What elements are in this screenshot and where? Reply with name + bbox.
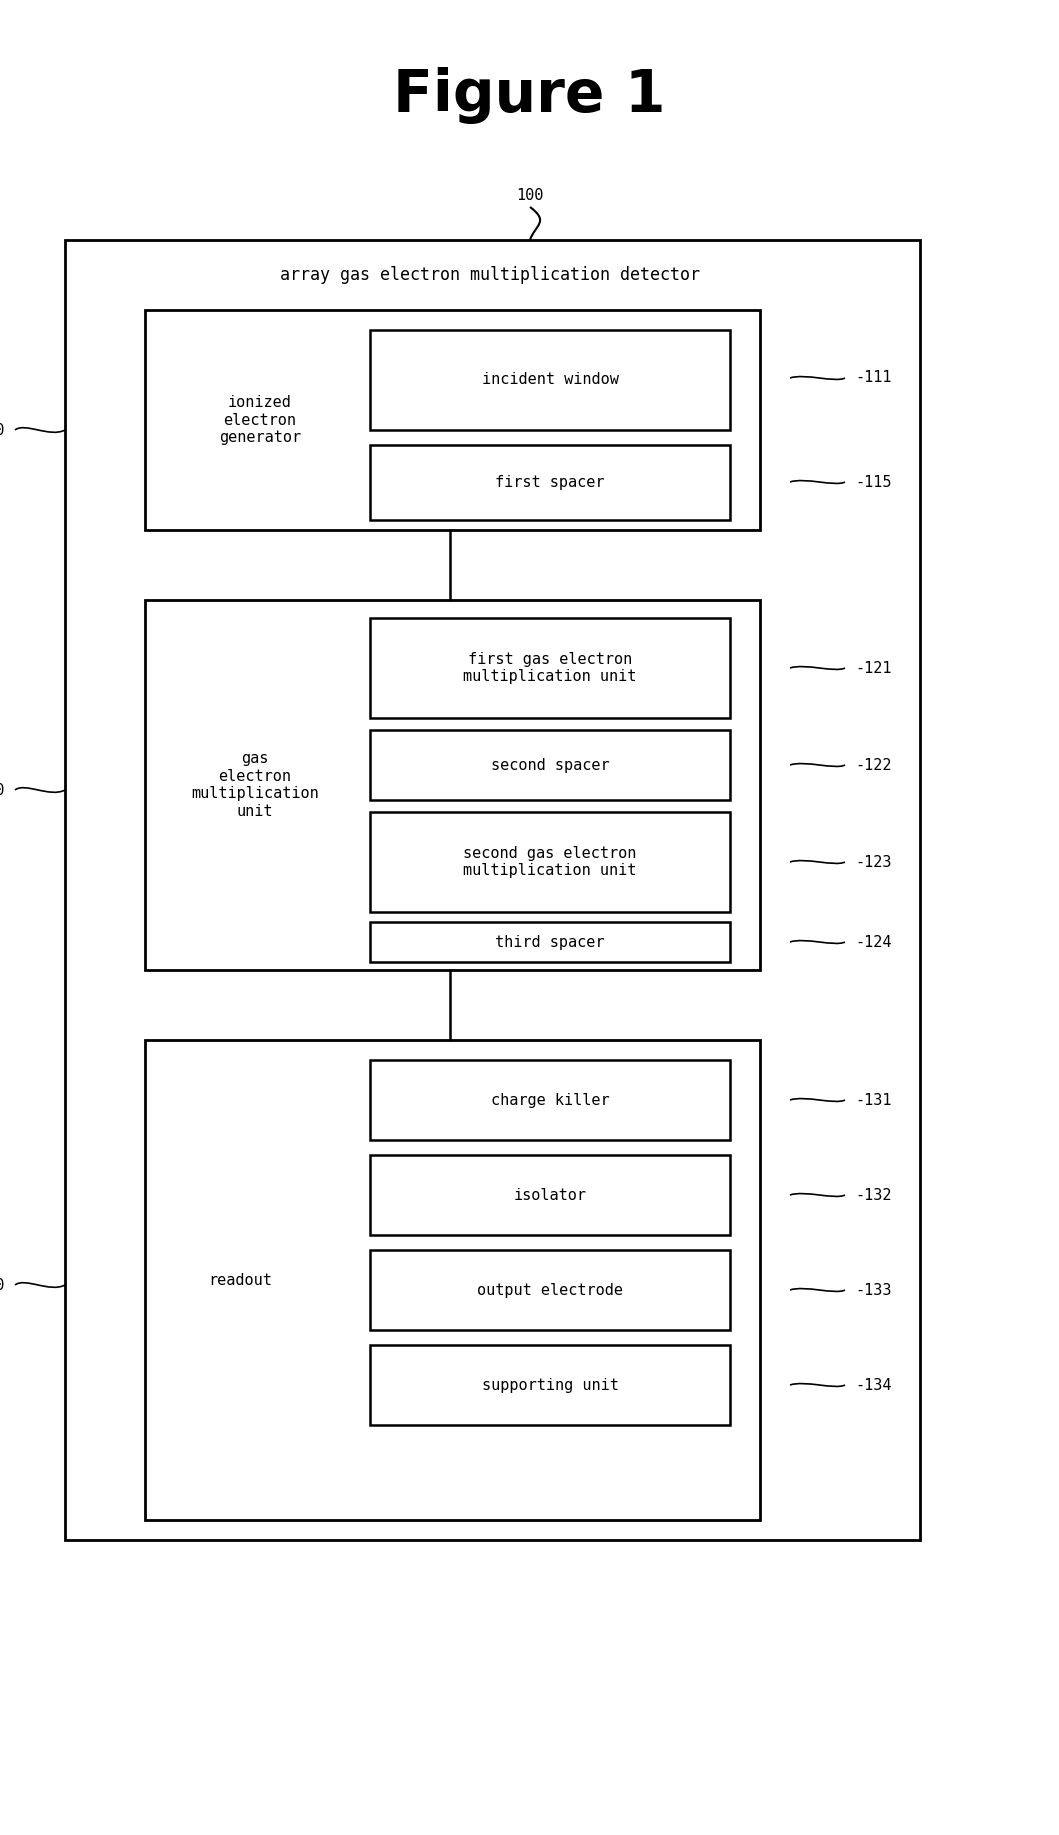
Bar [370, 730, 730, 800]
Text: -111: -111 [855, 371, 892, 385]
Text: -124: -124 [855, 934, 892, 949]
Text: -122: -122 [855, 758, 892, 773]
Text: second gas electron
multiplication unit: second gas electron multiplication unit [464, 846, 636, 879]
Text: -133: -133 [855, 1283, 892, 1297]
Text: -134: -134 [855, 1378, 892, 1393]
Text: -115: -115 [855, 475, 892, 490]
Text: 100: 100 [517, 187, 543, 202]
Bar [145, 1040, 760, 1519]
Bar [370, 813, 730, 912]
Text: supporting unit: supporting unit [482, 1378, 618, 1393]
Bar [145, 310, 760, 530]
Text: -131: -131 [855, 1092, 892, 1108]
Text: 130: 130 [0, 1277, 5, 1292]
Bar [370, 330, 730, 429]
Text: -123: -123 [855, 855, 892, 870]
Text: gas
electron
multiplication
unit: gas electron multiplication unit [191, 751, 319, 818]
Text: 110: 110 [0, 422, 5, 437]
Bar [370, 1154, 730, 1235]
Text: Figure 1: Figure 1 [393, 66, 666, 123]
Text: readout: readout [208, 1272, 272, 1288]
Text: incident window: incident window [482, 373, 618, 387]
Text: first spacer: first spacer [496, 475, 605, 490]
Bar [65, 240, 920, 1540]
Text: charge killer: charge killer [490, 1092, 609, 1108]
Bar [370, 446, 730, 519]
Text: 120: 120 [0, 782, 5, 798]
Text: array gas electron multiplication detector: array gas electron multiplication detect… [280, 266, 700, 284]
Text: third spacer: third spacer [496, 934, 605, 949]
Bar [370, 1345, 730, 1426]
Text: isolator: isolator [514, 1187, 587, 1202]
Bar [370, 1061, 730, 1140]
Bar [145, 600, 760, 971]
Bar [370, 921, 730, 962]
Text: -132: -132 [855, 1187, 892, 1202]
Text: first gas electron
multiplication unit: first gas electron multiplication unit [464, 651, 636, 684]
Text: ionized
electron
generator: ionized electron generator [219, 395, 301, 444]
Bar [370, 618, 730, 717]
Text: second spacer: second spacer [490, 758, 609, 773]
Text: output electrode: output electrode [477, 1283, 623, 1297]
Text: -121: -121 [855, 661, 892, 675]
Bar [370, 1250, 730, 1330]
